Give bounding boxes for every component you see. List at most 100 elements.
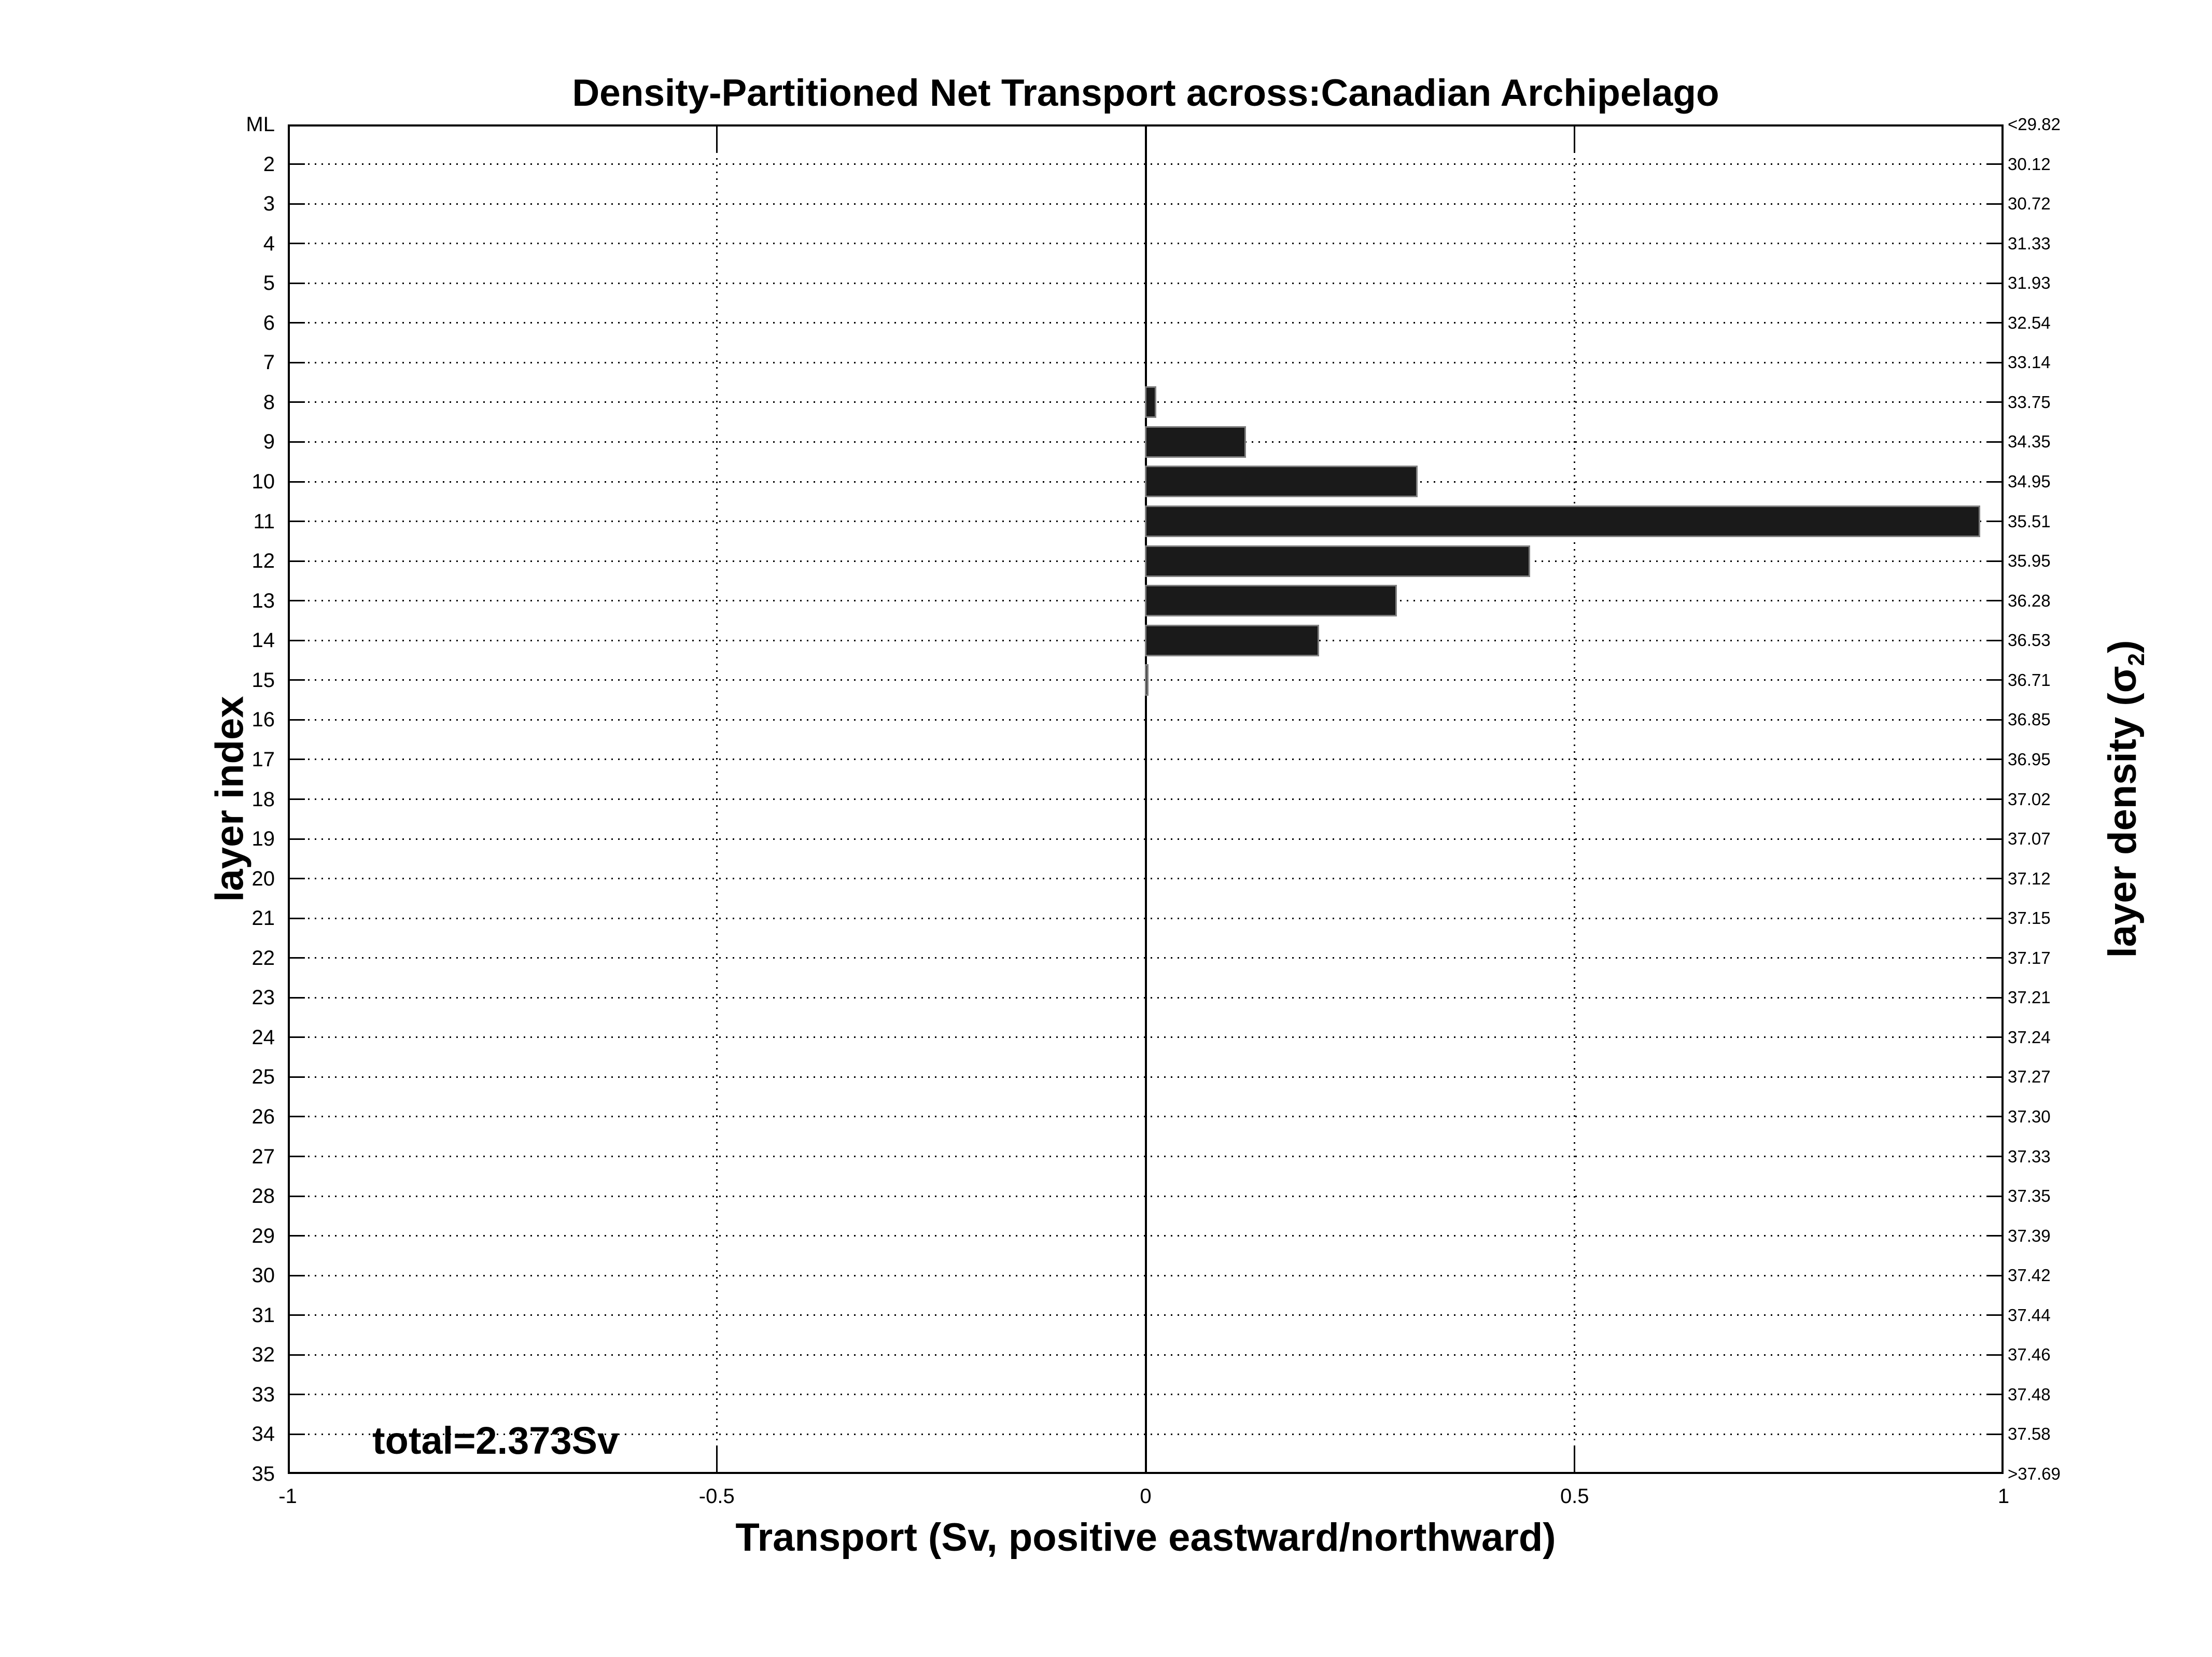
transport-bar-layer-12 bbox=[1144, 545, 1530, 577]
y-tick-left bbox=[288, 163, 305, 165]
y-tick-right bbox=[1986, 679, 2004, 681]
y-tick-right bbox=[1986, 1314, 2004, 1316]
y-tick-right bbox=[1986, 1195, 2004, 1197]
zero-reference-line bbox=[1145, 124, 1147, 1474]
density-tick-label: 37.35 bbox=[2008, 1186, 2051, 1206]
y-tick-left bbox=[288, 1235, 305, 1237]
y-tick-left bbox=[288, 1433, 305, 1435]
y-tick-right bbox=[1986, 957, 2004, 959]
y-tick-right bbox=[1986, 838, 2004, 840]
y-tick-right bbox=[1986, 1354, 2004, 1356]
density-tick-label: 36.28 bbox=[2008, 591, 2051, 610]
layer-index-tick-label: 34 bbox=[251, 1423, 275, 1446]
y-tick-right bbox=[1986, 719, 2004, 721]
y-tick-right bbox=[1986, 481, 2004, 483]
y-tick-right bbox=[1986, 1433, 2004, 1435]
density-tick-label: 37.46 bbox=[2008, 1345, 2051, 1365]
density-tick-label: 33.75 bbox=[2008, 392, 2051, 412]
transport-bar-layer-10 bbox=[1144, 466, 1418, 498]
layer-index-tick-label: 23 bbox=[251, 986, 275, 1009]
chart-title: Density-Partitioned Net Transport across… bbox=[572, 72, 1719, 114]
y-tick-right bbox=[1986, 1394, 2004, 1396]
y-tick-right bbox=[1986, 282, 2004, 284]
layer-index-tick-label: 11 bbox=[253, 510, 275, 533]
y-tick-left bbox=[288, 679, 305, 681]
density-tick-label: 37.15 bbox=[2008, 908, 2051, 928]
y-tick-left bbox=[288, 1314, 305, 1316]
y-tick-right bbox=[1986, 1274, 2004, 1276]
density-tick-label: 37.33 bbox=[2008, 1146, 2051, 1166]
layer-index-tick-label: 31 bbox=[251, 1303, 275, 1327]
x-tick-top bbox=[1574, 124, 1576, 153]
y-tick-left bbox=[288, 878, 305, 880]
layer-index-tick-label: 4 bbox=[263, 232, 275, 255]
density-tick-label: 34.95 bbox=[2008, 472, 2051, 492]
y-tick-right bbox=[1986, 639, 2004, 641]
layer-index-tick-label: 16 bbox=[251, 708, 275, 732]
y-tick-right bbox=[1986, 1116, 2004, 1118]
y-tick-left bbox=[288, 361, 305, 363]
y-tick-left bbox=[288, 1076, 305, 1078]
y-tick-right bbox=[1986, 917, 2004, 919]
layer-index-tick-label: 33 bbox=[251, 1383, 275, 1406]
transport-bar-layer-11 bbox=[1144, 505, 1980, 537]
density-tick-label: 31.93 bbox=[2008, 273, 2051, 293]
y-tick-right bbox=[1986, 1036, 2004, 1038]
layer-index-tick-label: 5 bbox=[263, 272, 275, 295]
transport-tick-label: 0 bbox=[1140, 1485, 1152, 1508]
layer-index-tick-label: 25 bbox=[251, 1065, 275, 1089]
y-tick-left bbox=[288, 1274, 305, 1276]
y-tick-left bbox=[288, 441, 305, 443]
y-tick-left bbox=[288, 798, 305, 800]
layer-index-tick-label: 10 bbox=[251, 470, 275, 494]
layer-index-tick-label: 15 bbox=[251, 668, 275, 692]
density-tick-label: 37.12 bbox=[2008, 868, 2051, 888]
y-tick-right bbox=[1986, 361, 2004, 363]
y-tick-left bbox=[288, 243, 305, 245]
transport-bar-layer-9 bbox=[1144, 426, 1246, 458]
layer-index-tick-label: 2 bbox=[263, 152, 275, 176]
y-tick-right bbox=[1986, 878, 2004, 880]
layer-index-tick-label: ML bbox=[246, 113, 275, 136]
layer-index-tick-label: 24 bbox=[251, 1026, 275, 1049]
density-tick-label: 35.95 bbox=[2008, 551, 2051, 571]
y-axis-label-left: layer index bbox=[207, 696, 252, 902]
y-tick-left bbox=[288, 203, 305, 205]
y-tick-left bbox=[288, 282, 305, 284]
density-tick-label: 37.21 bbox=[2008, 988, 2051, 1007]
density-tick-label: 37.07 bbox=[2008, 829, 2051, 849]
layer-index-tick-label: 29 bbox=[251, 1224, 275, 1247]
y-tick-left bbox=[288, 600, 305, 602]
density-tick-label: 32.54 bbox=[2008, 313, 2051, 332]
density-tick-label: 37.27 bbox=[2008, 1067, 2051, 1087]
layer-index-tick-label: 28 bbox=[251, 1185, 275, 1208]
layer-index-tick-label: 32 bbox=[251, 1343, 275, 1367]
layer-index-tick-label: 7 bbox=[263, 351, 275, 374]
y-tick-left bbox=[288, 917, 305, 919]
y-tick-right bbox=[1986, 521, 2004, 523]
transport-bar-layer-13 bbox=[1144, 585, 1397, 617]
x-tick-bottom bbox=[1145, 1445, 1146, 1474]
density-tick-label: 37.42 bbox=[2008, 1266, 2051, 1285]
transport-bar-layer-15 bbox=[1144, 664, 1149, 696]
y-tick-left bbox=[288, 1354, 305, 1356]
layer-index-tick-label: 22 bbox=[251, 946, 275, 970]
density-tick-label: 37.48 bbox=[2008, 1384, 2051, 1404]
y-tick-left bbox=[288, 401, 305, 403]
x-gridline bbox=[1574, 124, 1576, 1474]
y-tick-right bbox=[1986, 203, 2004, 205]
density-tick-label: 36.71 bbox=[2008, 670, 2051, 690]
layer-index-tick-label: 8 bbox=[263, 390, 275, 414]
density-tick-label: 37.24 bbox=[2008, 1027, 2051, 1047]
density-tick-label: 37.58 bbox=[2008, 1424, 2051, 1444]
density-tick-label: 37.44 bbox=[2008, 1305, 2051, 1325]
y-axis-label-right: layer density (σ2) bbox=[2100, 640, 2150, 958]
density-tick-label: 34.35 bbox=[2008, 432, 2051, 452]
layer-index-tick-label: 26 bbox=[251, 1105, 275, 1128]
layer-index-tick-label: 19 bbox=[251, 827, 275, 851]
y-axis-label-right-text: layer density (σ bbox=[2100, 666, 2145, 958]
y-tick-right bbox=[1986, 163, 2004, 165]
layer-index-tick-label: 20 bbox=[251, 867, 275, 890]
y-tick-right bbox=[1986, 798, 2004, 800]
transport-tick-label: 0.5 bbox=[1560, 1485, 1589, 1508]
